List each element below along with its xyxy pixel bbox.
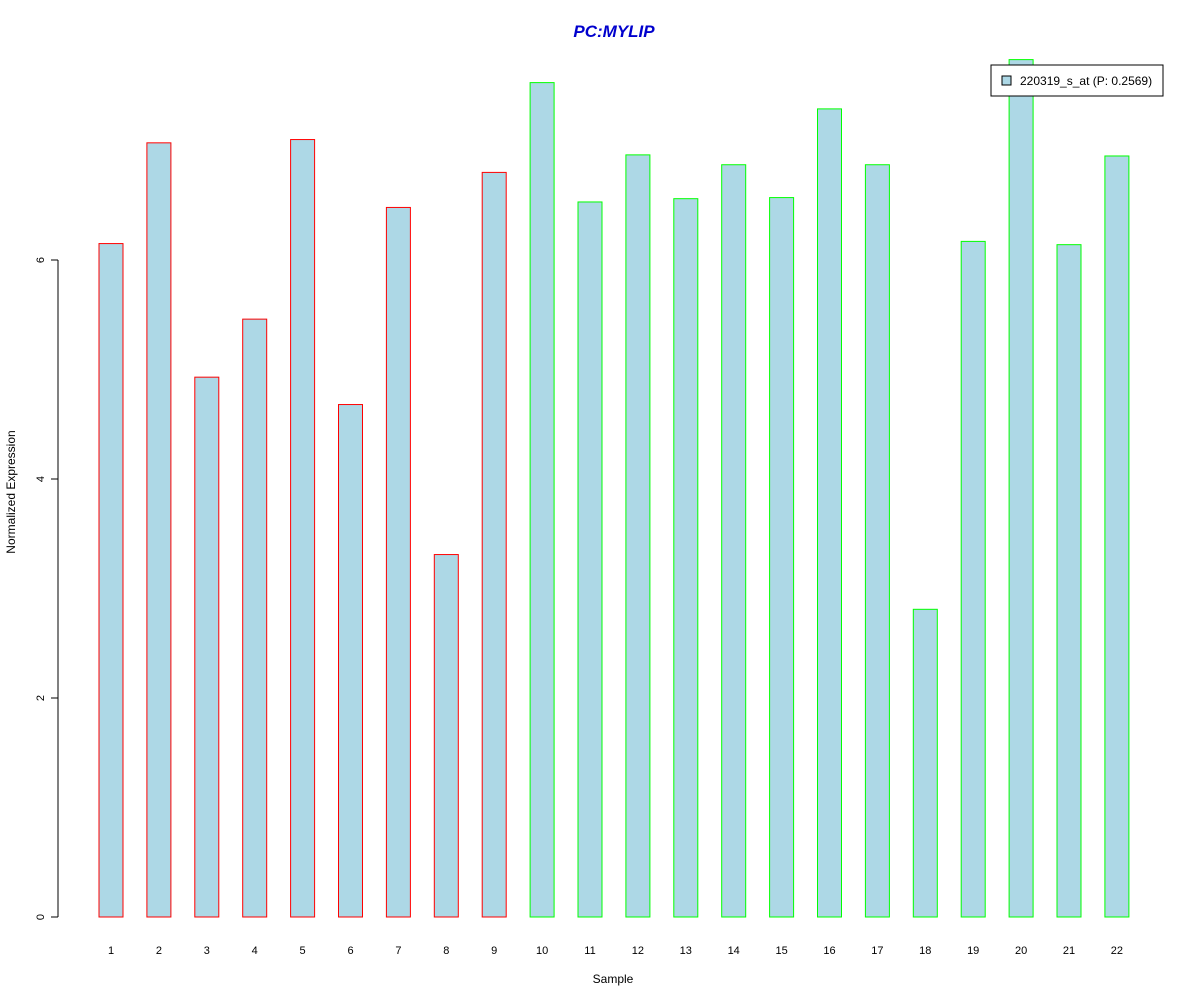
x-tick-label: 7 [395, 945, 401, 957]
bar-sample-14 [721, 164, 747, 918]
bar-sample-20 [1008, 59, 1034, 918]
x-tick-label: 14 [728, 945, 740, 957]
y-axis: 0 2 4 6 [35, 257, 59, 920]
bar-sample-13 [673, 198, 699, 918]
bar-sample-7 [385, 206, 411, 918]
y-tick-label: 6 [35, 257, 47, 263]
x-tick-label: 1 [108, 945, 114, 957]
chart-title: PC:MYLIP [573, 22, 655, 41]
bar-sample-19 [960, 240, 986, 918]
x-tick-label: 9 [491, 945, 497, 957]
y-tick-label: 2 [35, 695, 47, 701]
legend-swatch [1001, 75, 1012, 86]
bar-sample-15 [769, 197, 795, 918]
x-tick-label: 21 [1063, 945, 1075, 957]
x-tick-label: 18 [919, 945, 931, 957]
x-tick-label: 16 [823, 945, 835, 957]
bar-sample-3 [194, 376, 220, 918]
x-axis-label: Sample [593, 972, 634, 986]
x-tick-label: 19 [967, 945, 979, 957]
x-tick-label: 3 [204, 945, 210, 957]
x-tick-label: 13 [680, 945, 692, 957]
x-tick-label: 20 [1015, 945, 1027, 957]
x-tick-label: 4 [252, 945, 258, 957]
legend: 220319_s_at (P: 0.2569) [990, 64, 1164, 97]
x-tick-label: 2 [156, 945, 162, 957]
bar-sample-22 [1104, 155, 1130, 918]
x-tick-label: 11 [584, 945, 595, 957]
bar-sample-21 [1056, 244, 1082, 918]
y-tick-label: 0 [35, 914, 47, 920]
bar-sample-2 [146, 142, 172, 918]
bar-sample-6 [338, 404, 363, 918]
x-tick-label: 8 [443, 945, 449, 957]
bar-sample-9 [481, 171, 507, 918]
x-tick-label: 5 [300, 945, 306, 957]
legend-label: 220319_s_at (P: 0.2569) [1020, 74, 1152, 88]
x-tick-label: 22 [1111, 945, 1123, 957]
x-tick-label: 12 [632, 945, 644, 957]
bar-sample-16 [817, 108, 842, 918]
bar-sample-17 [864, 164, 890, 918]
bar-sample-1 [98, 243, 124, 918]
bar-sample-12 [625, 154, 651, 918]
legend-box [990, 64, 1164, 97]
x-tick-label: 10 [536, 945, 548, 957]
bar-sample-8 [433, 554, 459, 918]
x-tick-labels: 1 2 3 4 5 6 7 8 9 10 11 12 13 14 15 16 17 18 19 20 21 22 [108, 945, 1123, 957]
bar-sample-5 [290, 139, 316, 918]
bars-group [98, 59, 1130, 918]
x-tick-label: 6 [347, 945, 353, 957]
x-tick-label: 17 [871, 945, 883, 957]
bar-sample-18 [912, 608, 938, 918]
x-tick-label: 15 [775, 945, 787, 957]
y-tick-label: 4 [35, 476, 47, 482]
bar-sample-4 [242, 318, 268, 918]
y-axis-label: Normalized Expression [4, 430, 18, 553]
bar-sample-10 [529, 82, 555, 918]
bar-sample-11 [577, 201, 603, 918]
